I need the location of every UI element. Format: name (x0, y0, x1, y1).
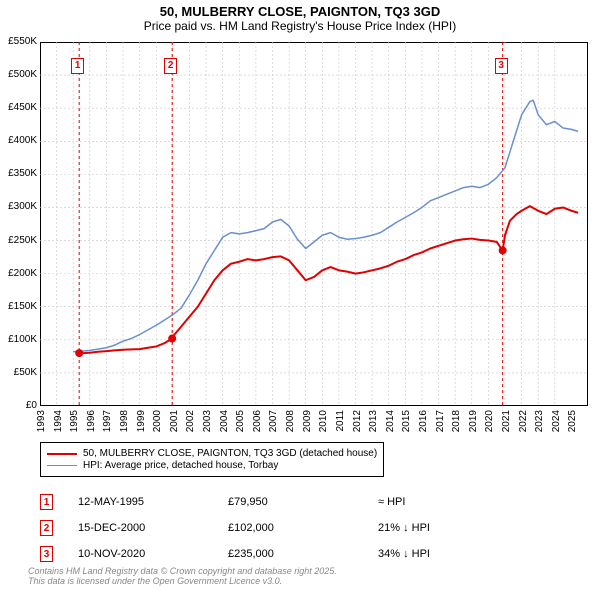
x-tick-label: 2015 (401, 410, 412, 432)
x-tick-label: 2022 (518, 410, 529, 432)
chart-subtitle: Price paid vs. HM Land Registry's House … (0, 19, 600, 33)
sales-row-price: £235,000 (228, 548, 378, 560)
sales-row: 2 15-DEC-2000£102,00021% ↓ HPI (40, 520, 528, 536)
legend-swatch (47, 453, 77, 455)
sales-row-delta: 21% ↓ HPI (378, 522, 528, 534)
x-tick-label: 1994 (53, 410, 64, 432)
x-tick-label: 1996 (86, 410, 97, 432)
x-tick-label: 2002 (185, 410, 196, 432)
x-tick-label: 2008 (285, 410, 296, 432)
x-tick-label: 2006 (252, 410, 263, 432)
sales-row-date: 10-NOV-2020 (78, 548, 228, 560)
x-tick-label: 2020 (484, 410, 495, 432)
sales-row-date: 12-MAY-1995 (78, 496, 228, 508)
x-tick-label: 2023 (534, 410, 545, 432)
sales-row-delta: ≈ HPI (378, 496, 528, 508)
legend-swatch (47, 465, 77, 466)
x-tick-label: 2005 (235, 410, 246, 432)
y-tick-label: £300K (8, 201, 37, 212)
legend-item: 50, MULBERRY CLOSE, PAIGNTON, TQ3 3GD (d… (47, 448, 377, 459)
sales-row-index: 2 (40, 520, 53, 536)
plot-area (40, 42, 588, 406)
sale-marker-3: 3 (495, 58, 508, 74)
sales-row: 3 10-NOV-2020£235,00034% ↓ HPI (40, 546, 528, 562)
x-tick-label: 1993 (36, 410, 47, 432)
x-tick-label: 2017 (435, 410, 446, 432)
x-tick-label: 2021 (501, 410, 512, 432)
x-tick-label: 2000 (152, 410, 163, 432)
sales-table: 1 12-MAY-1995£79,950≈ HPI 2 15-DEC-2000£102… (40, 494, 528, 572)
legend-label: HPI: Average price, detached house, Torb… (83, 460, 278, 471)
y-tick-label: £100K (8, 334, 37, 345)
x-tick-label: 1995 (69, 410, 80, 432)
sale-marker-1: 1 (71, 58, 84, 74)
x-tick-label: 2024 (551, 410, 562, 432)
sales-row-index: 3 (40, 546, 53, 562)
sale-marker-2: 2 (164, 58, 177, 74)
x-tick-label: 2011 (335, 410, 346, 432)
x-tick-label: 2010 (318, 410, 329, 432)
x-tick-label: 1998 (119, 410, 130, 432)
x-tick-label: 2014 (385, 410, 396, 432)
sales-row-price: £79,950 (228, 496, 378, 508)
sales-row: 1 12-MAY-1995£79,950≈ HPI (40, 494, 528, 510)
legend-label: 50, MULBERRY CLOSE, PAIGNTON, TQ3 3GD (d… (83, 448, 377, 459)
y-tick-label: £400K (8, 135, 37, 146)
x-tick-label: 1997 (102, 410, 113, 432)
y-tick-label: £250K (8, 235, 37, 246)
y-tick-label: £200K (8, 268, 37, 279)
legend: 50, MULBERRY CLOSE, PAIGNTON, TQ3 3GD (d… (40, 442, 384, 477)
x-tick-label: 2012 (352, 410, 363, 432)
sales-row-delta: 34% ↓ HPI (378, 548, 528, 560)
y-tick-label: £350K (8, 168, 37, 179)
legend-item: HPI: Average price, detached house, Torb… (47, 460, 377, 471)
x-tick-label: 2018 (451, 410, 462, 432)
y-tick-label: £550K (8, 36, 37, 47)
chart-titles: 50, MULBERRY CLOSE, PAIGNTON, TQ3 3GD Pr… (0, 0, 600, 33)
y-tick-label: £150K (8, 301, 37, 312)
x-tick-label: 2016 (418, 410, 429, 432)
sales-row-index: 1 (40, 494, 53, 510)
copyright-notice: Contains HM Land Registry data © Crown c… (28, 566, 337, 586)
sales-row-date: 15-DEC-2000 (78, 522, 228, 534)
copyright-line2: This data is licensed under the Open Gov… (28, 576, 337, 586)
y-tick-label: £500K (8, 69, 37, 80)
chart-title: 50, MULBERRY CLOSE, PAIGNTON, TQ3 3GD (0, 4, 600, 19)
x-tick-label: 2004 (219, 410, 230, 432)
x-tick-label: 2007 (268, 410, 279, 432)
x-tick-label: 2013 (368, 410, 379, 432)
x-tick-label: 2019 (468, 410, 479, 432)
chart-container: 50, MULBERRY CLOSE, PAIGNTON, TQ3 3GD Pr… (0, 0, 600, 590)
x-tick-label: 2003 (202, 410, 213, 432)
x-tick-label: 2001 (169, 410, 180, 432)
copyright-line1: Contains HM Land Registry data © Crown c… (28, 566, 337, 576)
x-tick-label: 1999 (136, 410, 147, 432)
sales-row-price: £102,000 (228, 522, 378, 534)
x-tick-label: 2009 (302, 410, 313, 432)
y-tick-label: £50K (14, 367, 37, 378)
y-tick-label: £450K (8, 102, 37, 113)
x-tick-label: 2025 (567, 410, 578, 432)
